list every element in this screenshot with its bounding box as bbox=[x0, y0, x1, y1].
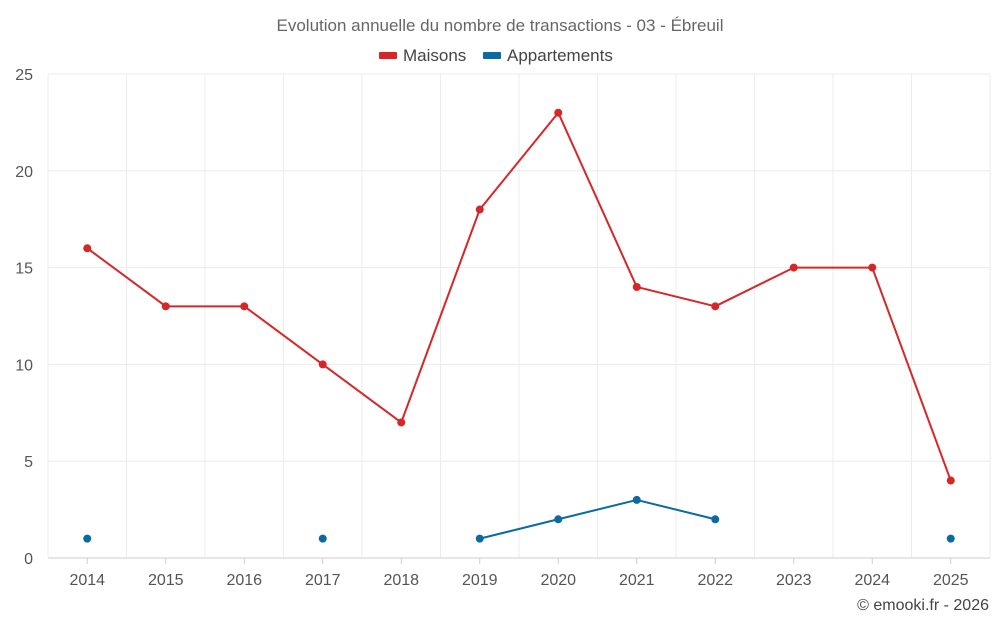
chart-title: Evolution annuelle du nombre de transact… bbox=[277, 16, 724, 35]
y-tick-label: 15 bbox=[15, 261, 33, 278]
series-appartements bbox=[83, 495, 955, 543]
data-point[interactable] bbox=[946, 534, 955, 543]
series-line-segment bbox=[871, 266, 952, 482]
legend-item-appartements[interactable]: Appartements bbox=[483, 46, 613, 65]
legend-item-maisons[interactable]: Maisons bbox=[379, 46, 466, 65]
x-tick-label: 2024 bbox=[854, 572, 890, 589]
series-line-segment bbox=[635, 498, 717, 521]
data-point[interactable] bbox=[83, 244, 92, 253]
y-tick-label: 0 bbox=[24, 551, 33, 568]
series-layer bbox=[83, 108, 955, 543]
data-point[interactable] bbox=[240, 302, 249, 311]
series-line-segment bbox=[400, 208, 481, 424]
x-tick-label: 2015 bbox=[148, 572, 184, 589]
x-tick-label: 2016 bbox=[226, 572, 262, 589]
x-tick-label: 2021 bbox=[619, 572, 655, 589]
series-line-segment bbox=[321, 363, 403, 424]
grid bbox=[47, 73, 991, 559]
x-tick-label: 2018 bbox=[383, 572, 419, 589]
data-point[interactable] bbox=[789, 263, 798, 272]
data-point[interactable] bbox=[632, 495, 641, 504]
x-tick-label: 2025 bbox=[933, 572, 969, 589]
series-line-segment bbox=[557, 498, 638, 521]
y-tick-label: 10 bbox=[15, 357, 33, 374]
x-tick-label: 2022 bbox=[697, 572, 733, 589]
data-point[interactable] bbox=[946, 476, 955, 485]
data-point[interactable] bbox=[475, 205, 484, 214]
legend-label: Maisons bbox=[403, 46, 466, 65]
data-point[interactable] bbox=[83, 534, 92, 543]
series-line-segment bbox=[478, 518, 560, 540]
data-point[interactable] bbox=[868, 263, 877, 272]
data-point[interactable] bbox=[161, 302, 170, 311]
legend: Maisons Appartements bbox=[379, 46, 613, 65]
y-tick-label: 25 bbox=[15, 67, 33, 84]
data-point[interactable] bbox=[711, 515, 720, 524]
series-line-segment bbox=[714, 266, 795, 308]
data-point[interactable] bbox=[475, 534, 484, 543]
series-line-segment bbox=[86, 247, 167, 308]
series-maisons bbox=[83, 108, 955, 485]
x-tick-label: 2020 bbox=[540, 572, 576, 589]
data-point[interactable] bbox=[554, 108, 563, 117]
data-point[interactable] bbox=[397, 418, 406, 427]
y-tick-label: 20 bbox=[15, 164, 33, 181]
legend-label: Appartements bbox=[507, 46, 613, 65]
x-tick-label: 2023 bbox=[776, 572, 812, 589]
legend-swatch bbox=[483, 52, 501, 59]
x-axis: 2014 2015 2016 2017 2018 2019 2020 2021 2022 2023… bbox=[69, 558, 969, 589]
data-point[interactable] bbox=[711, 302, 720, 311]
data-point[interactable] bbox=[554, 515, 563, 524]
x-tick-label: 2014 bbox=[69, 572, 105, 589]
y-tick-label: 5 bbox=[24, 454, 33, 471]
series-line-segment bbox=[635, 285, 717, 308]
credit: © emooki.fr - 2026 bbox=[857, 597, 989, 614]
data-point[interactable] bbox=[632, 282, 641, 291]
data-point[interactable] bbox=[318, 534, 327, 543]
series-line-segment bbox=[557, 111, 638, 288]
x-tick-label: 2017 bbox=[305, 572, 341, 589]
x-tick-label: 2019 bbox=[462, 572, 498, 589]
y-axis: 0 5 10 15 20 25 bbox=[15, 67, 33, 568]
series-line-segment bbox=[243, 305, 324, 366]
legend-swatch bbox=[379, 52, 397, 59]
series-line-segment bbox=[478, 111, 560, 211]
data-point[interactable] bbox=[318, 360, 327, 369]
